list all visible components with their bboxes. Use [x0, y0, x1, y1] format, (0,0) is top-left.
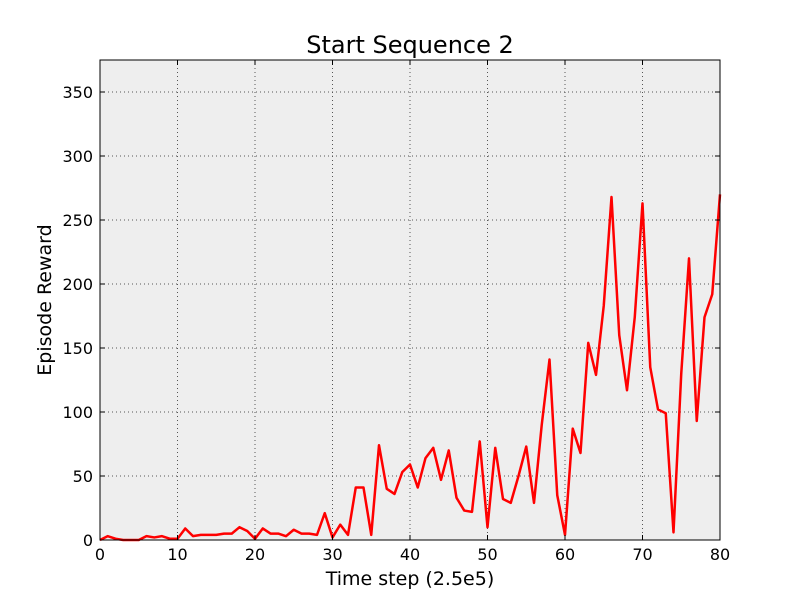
y-tick-label: 100	[62, 403, 93, 422]
chart-title: Start Sequence 2	[306, 31, 514, 59]
y-tick-label: 200	[62, 275, 93, 294]
series-group	[99, 194, 722, 542]
series-line	[99, 194, 722, 542]
y-axis-label: Episode Reward	[34, 224, 56, 375]
y-tick-label: 0	[83, 531, 93, 550]
y-tick-label: 300	[62, 147, 93, 166]
x-tick-label: 50	[477, 545, 497, 564]
y-tick-label: 150	[62, 339, 93, 358]
x-tick-label: 30	[322, 545, 342, 564]
y-tick-label: 350	[62, 83, 93, 102]
x-tick-label: 60	[555, 545, 575, 564]
x-tick-label: 10	[167, 545, 187, 564]
y-tick-label: 250	[62, 211, 93, 230]
y-ticks: 0 50 100 150 200 250 300 350	[62, 83, 720, 550]
x-ticks: 0 10 20 30 40 50 60 70 80	[95, 60, 730, 564]
x-tick-label: 80	[710, 545, 730, 564]
y-tick-label: 50	[73, 467, 93, 486]
x-tick-label: 20	[245, 545, 265, 564]
x-tick-label: 70	[632, 545, 652, 564]
x-axis-label: Time step (2.5e5)	[325, 568, 495, 590]
x-tick-label: 0	[95, 545, 105, 564]
x-tick-label: 40	[400, 545, 420, 564]
